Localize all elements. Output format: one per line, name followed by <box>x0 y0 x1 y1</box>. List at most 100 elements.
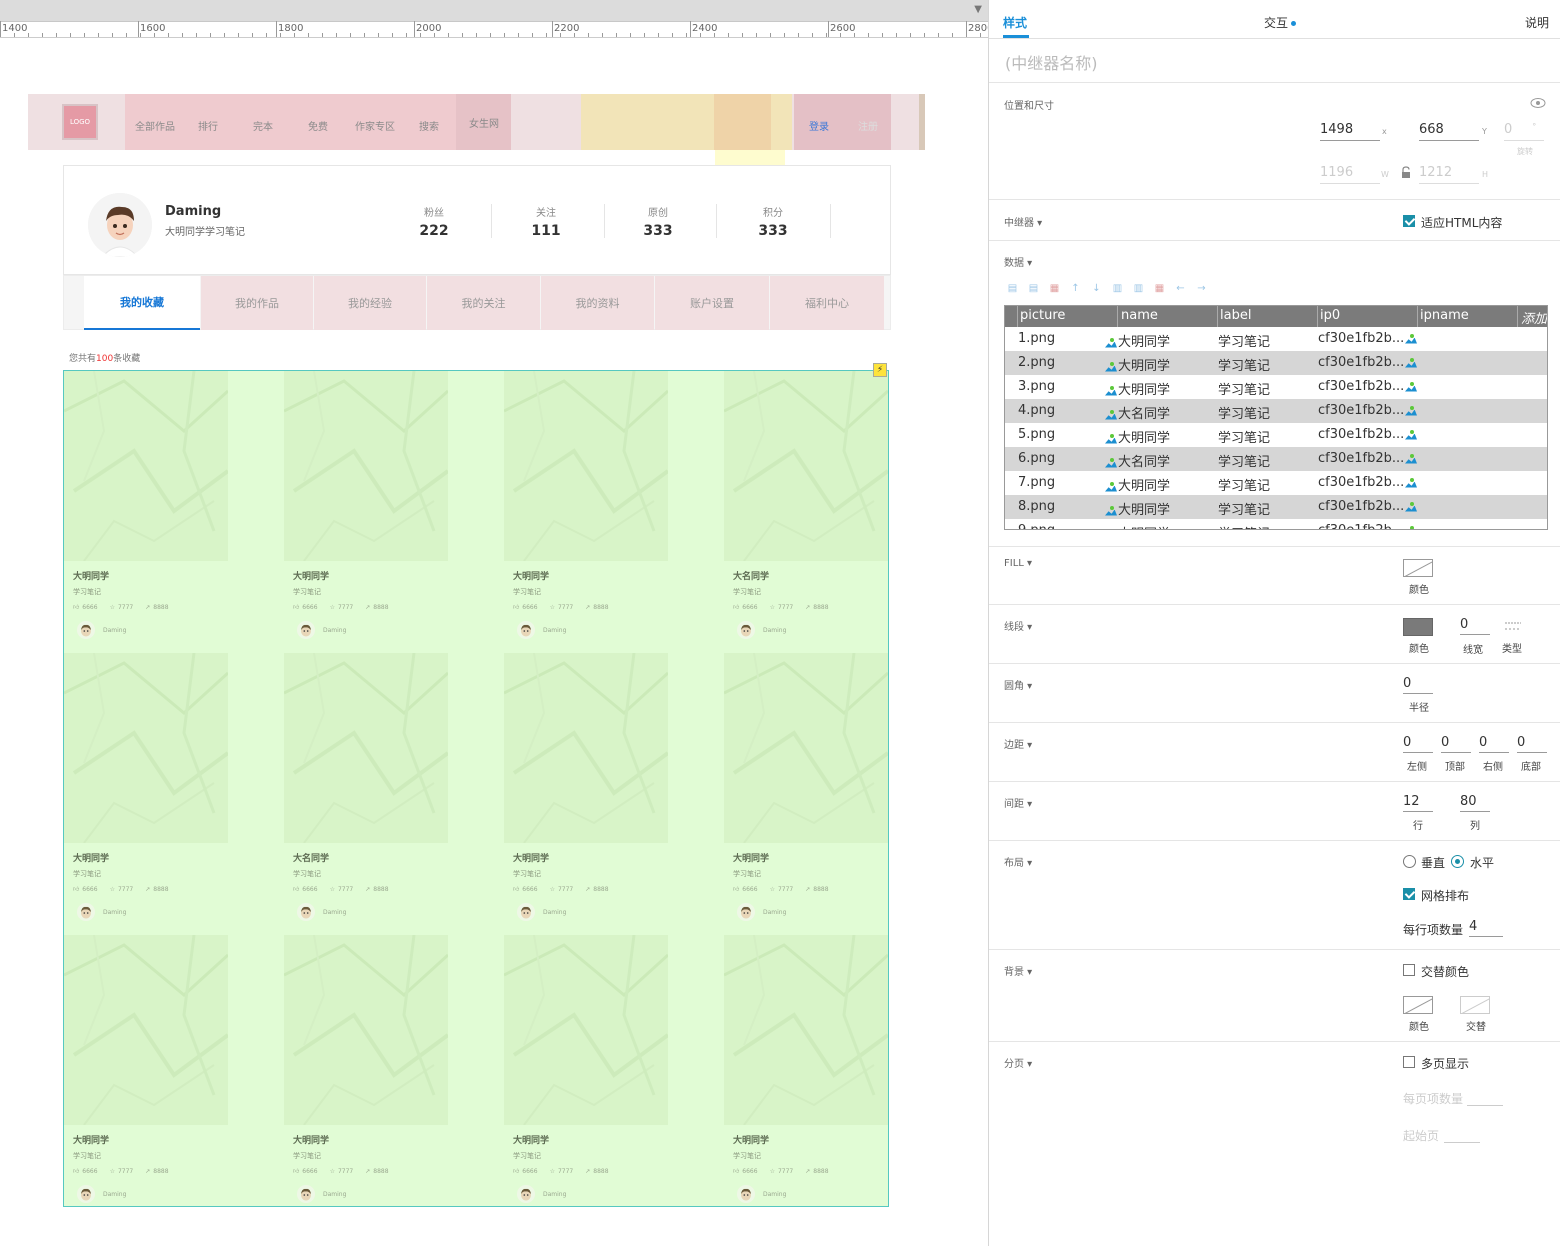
collection-card[interactable]: 大明同学 学习笔记 👍︎ 6666 ☆ 7777 ↗ 8888 Daming <box>504 653 668 923</box>
column-spacing-input[interactable]: 80 <box>1460 794 1490 812</box>
like-stat[interactable]: 👍︎ 6666 <box>733 603 758 612</box>
delete-row-icon[interactable]: ▦ <box>1049 283 1060 294</box>
card-author[interactable]: Daming <box>737 1185 786 1203</box>
star-stat[interactable]: ☆ 7777 <box>770 885 794 893</box>
items-per-page-input[interactable] <box>1467 1105 1503 1106</box>
login-link[interactable]: 登录 <box>809 122 829 133</box>
cell-picture[interactable]: 9.png <box>1018 523 1055 529</box>
x-input[interactable]: 1498 <box>1320 122 1380 141</box>
card-author[interactable]: Daming <box>737 903 786 921</box>
collection-card[interactable]: 大明同学 学习笔记 👍︎ 6666 ☆ 7777 ↗ 8888 Daming <box>724 935 888 1205</box>
share-stat[interactable]: ↗ 8888 <box>145 885 168 893</box>
height-input[interactable]: 1212 <box>1419 165 1479 184</box>
card-author[interactable]: Daming <box>297 1185 346 1203</box>
start-page-input[interactable] <box>1444 1142 1480 1143</box>
cell-ipname[interactable] <box>1405 355 1418 370</box>
col-ip0[interactable]: ip0 <box>1320 308 1341 323</box>
cell-name[interactable]: 大明同学 <box>1105 355 1170 374</box>
tab-interaction[interactable]: 交互 <box>1264 14 1297 31</box>
star-stat[interactable]: ☆ 7777 <box>110 885 134 893</box>
cell-picture[interactable]: 1.png <box>1018 331 1056 346</box>
card-author[interactable]: Daming <box>297 903 346 921</box>
cell-ipname[interactable] <box>1405 331 1418 346</box>
section-corner[interactable]: 圆角 ▾ <box>1004 681 1033 692</box>
card-author[interactable]: Daming <box>77 903 126 921</box>
section-data[interactable]: 数据 ▾ <box>1004 258 1033 269</box>
table-row[interactable]: 9.png 大明同学 学习笔记 cf30e1fb2b... <box>1005 519 1547 529</box>
rotation-input[interactable]: 0 ° <box>1504 122 1544 141</box>
like-stat[interactable]: 👍︎ 6666 <box>73 1167 98 1176</box>
star-stat[interactable]: ☆ 7777 <box>550 1167 574 1175</box>
tab-my-collection[interactable]: 我的收藏 <box>84 276 200 330</box>
cell-ip0[interactable]: cf30e1fb2b... <box>1318 379 1405 394</box>
share-stat[interactable]: ↗ 8888 <box>805 603 828 611</box>
delete-column-icon[interactable]: ▦ <box>1154 283 1165 294</box>
share-stat[interactable]: ↗ 8888 <box>365 603 388 611</box>
card-author[interactable]: Daming <box>517 1185 566 1203</box>
cell-name[interactable]: 大明同学 <box>1105 499 1170 518</box>
stroke-color-swatch[interactable] <box>1403 618 1433 636</box>
cell-label[interactable]: 学习笔记 <box>1218 503 1271 518</box>
cell-ip0[interactable]: cf30e1fb2b... <box>1318 403 1405 418</box>
add-column-button[interactable]: 添加 <box>1521 312 1548 327</box>
nav-item-all-works[interactable]: 全部作品 <box>135 122 175 133</box>
cell-ipname[interactable] <box>1405 499 1418 514</box>
table-row[interactable]: 1.png 大明同学 学习笔记 cf30e1fb2b... <box>1005 327 1547 351</box>
tab-account-settings[interactable]: 账户设置 <box>655 276 769 330</box>
star-stat[interactable]: ☆ 7777 <box>330 885 354 893</box>
cell-label[interactable]: 学习笔记 <box>1218 431 1271 446</box>
padding-right-input[interactable]: 0 <box>1479 735 1509 753</box>
register-link[interactable]: 注册 <box>858 122 878 133</box>
col-name[interactable]: name <box>1121 308 1158 323</box>
cell-ipname[interactable] <box>1405 475 1418 490</box>
collection-card[interactable]: 大名同学 学习笔记 👍︎ 6666 ☆ 7777 ↗ 8888 Daming <box>284 653 448 923</box>
nav-item-girl-site[interactable]: 女生网 <box>469 119 499 130</box>
cell-ipname[interactable] <box>1405 523 1418 529</box>
vertical-radio[interactable] <box>1403 855 1416 868</box>
cell-ipname[interactable] <box>1405 379 1418 394</box>
like-stat[interactable]: 👍︎ 6666 <box>73 603 98 612</box>
share-stat[interactable]: ↗ 8888 <box>585 1167 608 1175</box>
like-stat[interactable]: 👍︎ 6666 <box>513 885 538 894</box>
cell-ip0[interactable]: cf30e1fb2b... <box>1318 331 1405 346</box>
width-input[interactable]: 1196 <box>1320 165 1380 184</box>
cell-label[interactable]: 学习笔记 <box>1218 335 1271 350</box>
cell-name[interactable]: 大明同学 <box>1105 427 1170 446</box>
cell-label[interactable]: 学习笔记 <box>1218 479 1271 494</box>
star-stat[interactable]: ☆ 7777 <box>770 1167 794 1175</box>
collection-card[interactable]: 大明同学 学习笔记 👍︎ 6666 ☆ 7777 ↗ 8888 Daming <box>504 371 668 641</box>
grid-layout-checkbox[interactable] <box>1403 888 1415 900</box>
collection-card[interactable]: 大明同学 学习笔记 👍︎ 6666 ☆ 7777 ↗ 8888 Daming <box>64 935 228 1205</box>
tab-notes[interactable]: 说明 <box>1525 16 1550 30</box>
like-stat[interactable]: 👍︎ 6666 <box>293 885 318 894</box>
alternate-color-checkbox[interactable] <box>1403 964 1415 976</box>
y-input[interactable]: 668 <box>1419 122 1479 141</box>
cell-ipname[interactable] <box>1405 451 1418 466</box>
cell-ip0[interactable]: cf30e1fb2b... <box>1318 499 1405 514</box>
data-table[interactable]: picture name label ip0 ipname 添加 1.png 大明… <box>1004 305 1548 530</box>
multi-page-checkbox[interactable] <box>1403 1056 1415 1068</box>
share-stat[interactable]: ↗ 8888 <box>365 885 388 893</box>
star-stat[interactable]: ☆ 7777 <box>550 603 574 611</box>
move-right-icon[interactable]: → <box>1197 283 1206 294</box>
col-picture[interactable]: picture <box>1020 308 1066 323</box>
cell-picture[interactable]: 3.png <box>1018 379 1056 394</box>
card-author[interactable]: Daming <box>517 903 566 921</box>
like-stat[interactable]: 👍︎ 6666 <box>513 1167 538 1176</box>
share-stat[interactable]: ↗ 8888 <box>585 885 608 893</box>
row-spacing-input[interactable]: 12 <box>1403 794 1433 812</box>
section-background[interactable]: 背景 ▾ <box>1004 967 1033 978</box>
share-stat[interactable]: ↗ 8888 <box>805 885 828 893</box>
cell-name[interactable]: 大明同学 <box>1105 523 1170 529</box>
table-row[interactable]: 6.png 大名同学 学习笔记 cf30e1fb2b... <box>1005 447 1547 471</box>
table-row[interactable]: 3.png 大明同学 学习笔记 cf30e1fb2b... <box>1005 375 1547 399</box>
cell-label[interactable]: 学习笔记 <box>1218 359 1271 374</box>
move-left-icon[interactable]: ← <box>1176 283 1185 294</box>
section-stroke[interactable]: 线段 ▾ <box>1004 622 1033 633</box>
cell-label[interactable]: 学习笔记 <box>1218 523 1270 529</box>
star-stat[interactable]: ☆ 7777 <box>330 1167 354 1175</box>
star-stat[interactable]: ☆ 7777 <box>550 885 574 893</box>
col-ipname[interactable]: ipname <box>1420 308 1469 323</box>
cell-ipname[interactable] <box>1405 403 1418 418</box>
fill-color-swatch[interactable] <box>1403 559 1433 577</box>
